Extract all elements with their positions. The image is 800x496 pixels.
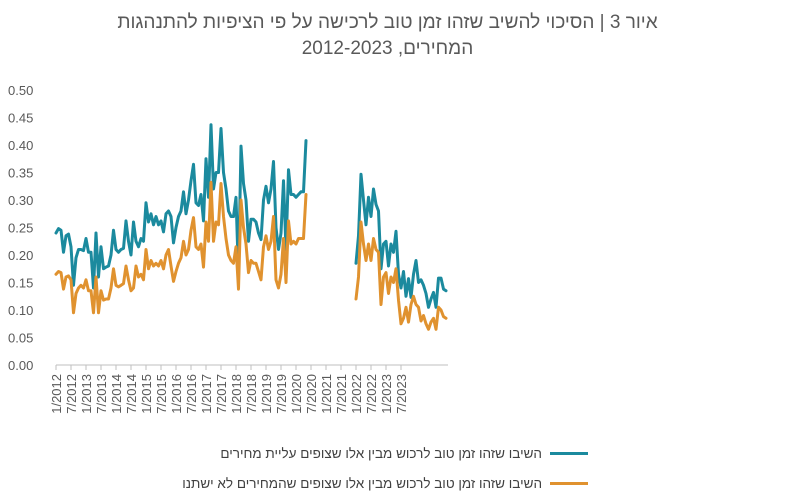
y-axis: 0.00 0.05 0.10 0.15 0.20 0.25 0.30 0.35 0.40 0.45… xyxy=(8,83,33,373)
series-line-2 xyxy=(54,180,448,331)
y-tick-label: 0.00 xyxy=(8,358,33,373)
x-tick-label: 1/2017 xyxy=(199,374,214,414)
x-axis: 1/2012 7/2012 1/2013 7/2013 1/2014 7/2014 1/20… xyxy=(49,365,409,414)
legend-item-series-2: השיבו שזהו זמן טוב לרכוש מבין אלו שצופים… xyxy=(182,476,588,491)
legend-swatch-orange xyxy=(550,482,588,485)
y-tick-label: 0.10 xyxy=(8,303,33,318)
x-tick-label: 7/2019 xyxy=(274,374,289,414)
y-tick-label: 0.15 xyxy=(8,276,33,291)
legend-swatch-teal xyxy=(550,452,588,455)
y-tick-label: 0.25 xyxy=(8,221,33,236)
chart-title-line-2: המחירים, 2012-2023 xyxy=(301,38,474,59)
x-tick-label: 7/2021 xyxy=(334,374,349,414)
x-tick-label: 1/2023 xyxy=(379,374,394,414)
x-tick-label: 1/2013 xyxy=(79,374,94,414)
y-tick-label: 0.45 xyxy=(8,111,33,126)
plot-area xyxy=(54,123,448,331)
y-tick-label: 0.20 xyxy=(8,248,33,263)
x-tick-label: 7/2018 xyxy=(244,374,259,414)
y-tick-label: 0.30 xyxy=(8,193,33,208)
x-tick-label: 7/2012 xyxy=(64,374,79,414)
x-tick-label: 1/2022 xyxy=(349,374,364,414)
x-tick-label: 7/2013 xyxy=(94,374,109,414)
x-tick-label: 1/2021 xyxy=(319,374,334,414)
chart-title-line-1: איור 3 | הסיכוי להשיב שזהו זמן טוב לרכיש… xyxy=(117,12,658,33)
y-tick-label: 0.35 xyxy=(8,166,33,181)
legend-label-series-2: השיבו שזהו זמן טוב לרכוש מבין אלו שצופים… xyxy=(182,476,542,491)
x-tick-label: 7/2020 xyxy=(304,374,319,414)
legend-label-series-1: השיבו שזהו זמן טוב לרכוש מבין אלו שצופים… xyxy=(220,446,542,461)
x-tick-label: 1/2018 xyxy=(229,374,244,414)
series-line-1 xyxy=(54,123,448,309)
x-tick-label: 7/2023 xyxy=(394,374,409,414)
x-tick-label: 1/2012 xyxy=(49,374,64,414)
x-tick-label: 1/2016 xyxy=(169,374,184,414)
x-tick-label: 7/2022 xyxy=(364,374,379,414)
x-tick-label: 1/2014 xyxy=(109,374,124,414)
x-tick-label: 1/2020 xyxy=(289,374,304,414)
x-tick-label: 7/2014 xyxy=(124,374,139,414)
x-tick-label: 7/2016 xyxy=(184,374,199,414)
y-tick-label: 0.50 xyxy=(8,83,33,98)
x-tick-label: 7/2017 xyxy=(214,374,229,414)
x-tick-label: 7/2015 xyxy=(154,374,169,414)
y-tick-label: 0.40 xyxy=(8,138,33,153)
x-tick-label: 1/2019 xyxy=(259,374,274,414)
legend-item-series-1: השיבו שזהו זמן טוב לרכוש מבין אלו שצופים… xyxy=(220,446,588,461)
x-tick-label: 1/2015 xyxy=(139,374,154,414)
y-tick-label: 0.05 xyxy=(8,331,33,346)
